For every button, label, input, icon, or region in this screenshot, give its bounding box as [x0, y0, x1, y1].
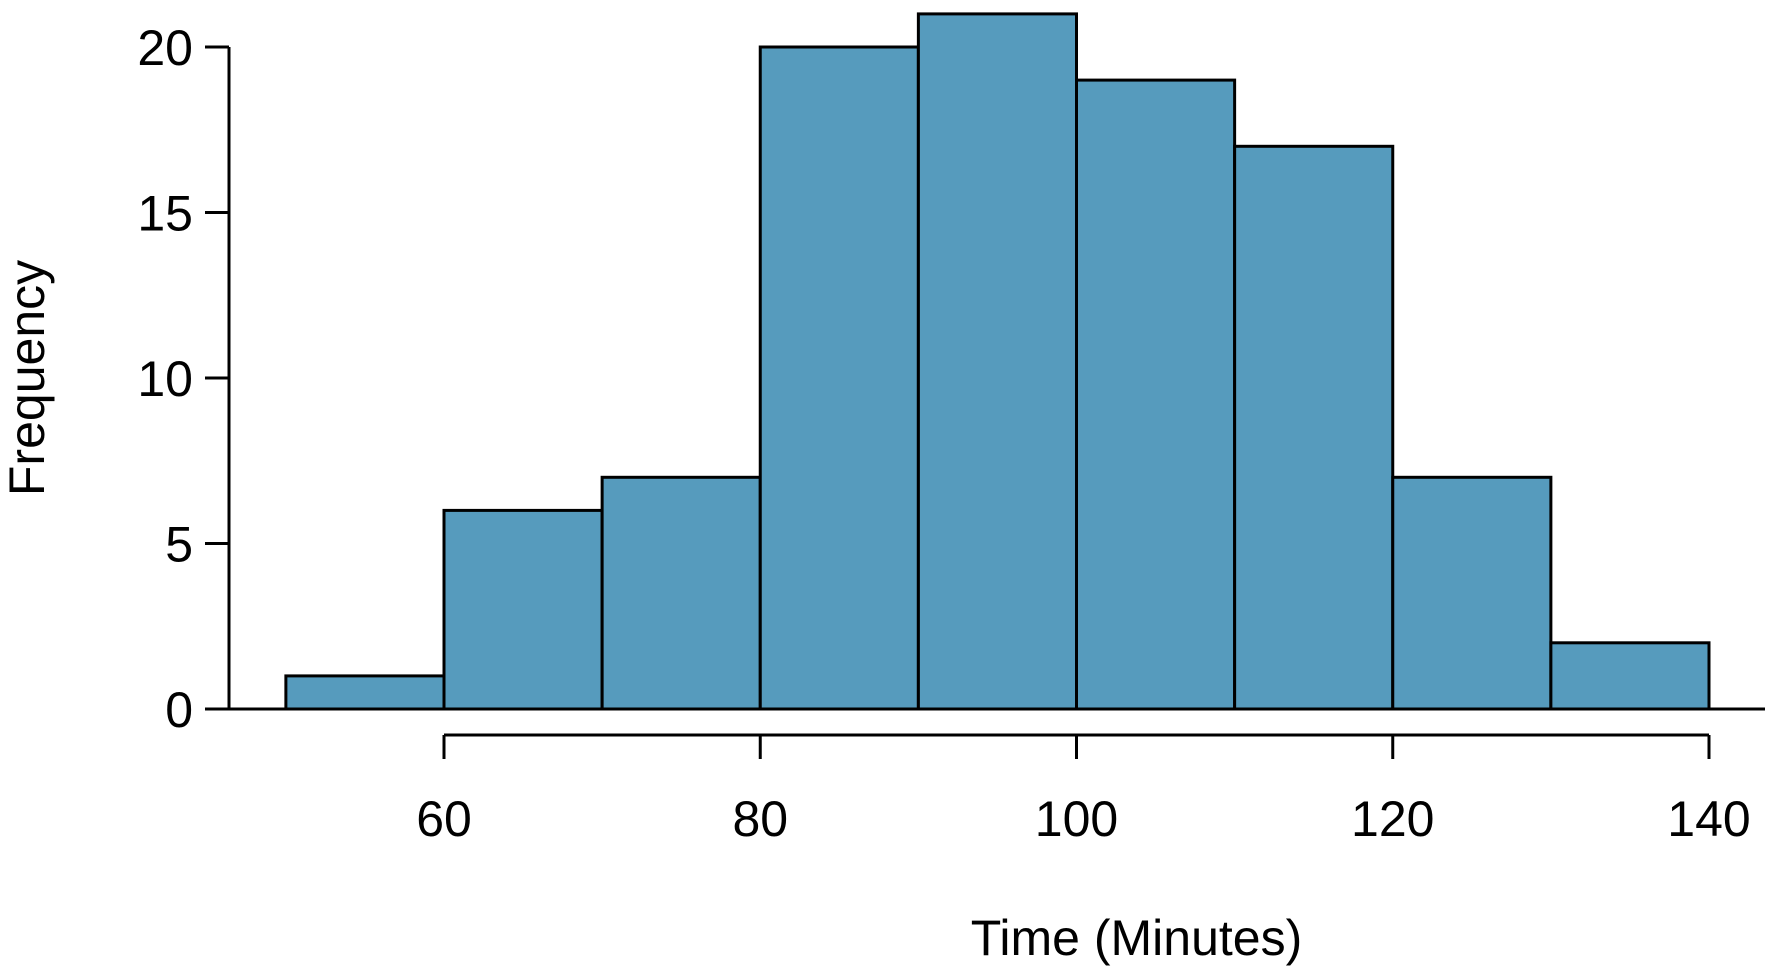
- histogram-bar-130-140: [1549, 641, 1711, 711]
- y-axis: 0 5 10 15 20: [137, 20, 231, 738]
- y-tick-label-20: 20: [137, 20, 193, 76]
- x-tick-label-120: 120: [1351, 791, 1434, 847]
- histogram-bar-50-60: [284, 674, 446, 711]
- y-axis-title: Frequency: [0, 260, 55, 496]
- histogram-bar-60-70: [442, 508, 604, 711]
- histogram-bar-100-110: [1075, 78, 1237, 711]
- x-tick-label-60: 60: [416, 791, 472, 847]
- y-tick-label-15: 15: [137, 186, 193, 242]
- y-tick-label-10: 10: [137, 351, 193, 407]
- histogram-bar-90-100: [916, 12, 1078, 711]
- x-axis: 60 80 100 120 140: [416, 733, 1751, 847]
- x-axis-title: Time (Minutes): [971, 910, 1303, 966]
- histogram-bar-120-130: [1391, 475, 1553, 711]
- x-tick-label-80: 80: [732, 791, 788, 847]
- y-tick-label-0: 0: [165, 682, 193, 738]
- histogram-bar-70-80: [600, 475, 762, 711]
- histogram-bar-110-120: [1233, 144, 1395, 711]
- histogram-bars: [284, 12, 1711, 711]
- y-tick-label-5: 5: [165, 517, 193, 573]
- x-tick-label-100: 100: [1035, 791, 1118, 847]
- x-tick-label-140: 140: [1667, 791, 1750, 847]
- histogram-bar-80-90: [758, 45, 920, 711]
